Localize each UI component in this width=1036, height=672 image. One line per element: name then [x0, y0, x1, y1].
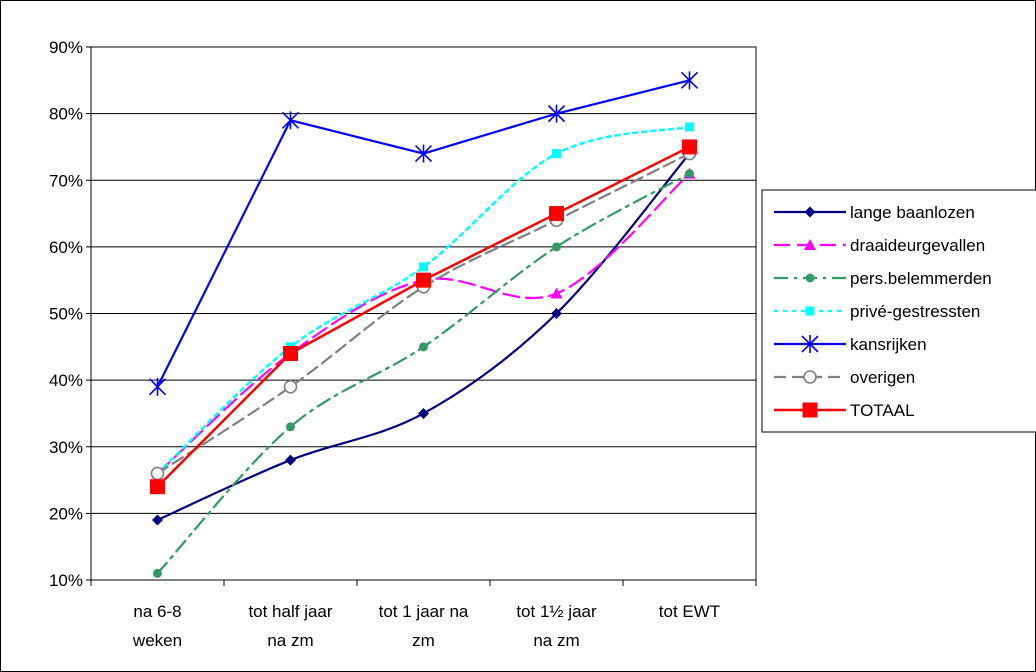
y-tick-label: 90%: [49, 38, 83, 57]
y-tick-label: 80%: [49, 105, 83, 124]
legend-label: pers.belemmerden: [850, 269, 992, 288]
legend-marker: [804, 206, 816, 218]
data-point: [547, 104, 566, 123]
x-tick-label: na 6-8: [133, 602, 181, 621]
legend-label: lange baanlozen: [850, 203, 975, 222]
data-point: [682, 139, 697, 155]
series-line: [156, 152, 691, 522]
data-point: [418, 407, 429, 419]
legend-marker: [802, 402, 818, 418]
series-6: [150, 139, 697, 495]
data-point: [552, 242, 561, 252]
data-point: [685, 122, 694, 132]
legend-label: overigen: [850, 368, 915, 387]
legend-label: kansrijken: [850, 335, 927, 354]
data-point: [419, 262, 428, 272]
data-point: [549, 206, 564, 222]
legend-label: TOTAAL: [850, 401, 915, 420]
data-point: [281, 111, 300, 130]
x-tick-label: na zm: [267, 631, 313, 650]
data-point: [416, 272, 431, 288]
data-point: [550, 287, 563, 299]
data-point: [286, 422, 295, 432]
y-tick-label: 60%: [49, 238, 83, 257]
y-tick-label: 50%: [49, 305, 83, 324]
legend-marker: [805, 273, 815, 283]
data-point: [152, 514, 163, 526]
data-point: [283, 345, 298, 361]
legend-label: draaideurgevallen: [850, 236, 985, 255]
data-point: [153, 568, 162, 578]
x-tick-label: tot EWT: [659, 602, 720, 621]
y-tick-label: 40%: [49, 371, 83, 390]
data-point: [150, 466, 165, 481]
series-layer: [148, 71, 699, 578]
y-axis: 10% 20% 30% 40% 50% 60% 70% 80% 90%: [49, 38, 91, 590]
legend-marker: [805, 306, 815, 316]
series-4: [148, 71, 699, 396]
data-point: [685, 169, 694, 179]
y-tick-label: 30%: [49, 438, 83, 457]
legend-item: draaideurgevallen: [774, 236, 985, 255]
legend-marker: [804, 239, 816, 250]
data-point: [150, 479, 165, 495]
y-tick-label: 10%: [49, 571, 83, 590]
y-tick-label: 70%: [49, 171, 83, 190]
x-tick-label: tot 1 jaar na: [379, 602, 469, 621]
data-point: [551, 308, 562, 319]
x-tick-label: tot half jaar: [248, 602, 332, 621]
data-point: [148, 377, 167, 396]
legend-marker: [803, 370, 817, 384]
x-tick-label: weken: [132, 631, 182, 650]
legend-label: privé-gestressten: [850, 302, 980, 321]
x-tick-label: na zm: [533, 631, 579, 650]
x-axis: na 6-8 weken tot half jaar na zm tot 1 jaar …: [90, 580, 757, 650]
series-2: [153, 169, 694, 578]
legend-item: privé-gestressten: [774, 302, 980, 321]
legend-item: overigen: [774, 368, 915, 387]
series-line: [156, 125, 691, 475]
legend-marker: [801, 335, 819, 353]
legend-item: lange baanlozen: [774, 203, 975, 222]
legend-item: kansrijken: [774, 335, 927, 354]
data-point: [283, 379, 298, 394]
data-point: [552, 149, 561, 159]
data-point: [419, 342, 428, 352]
data-point: [680, 71, 699, 90]
x-tick-label: zm: [412, 631, 435, 650]
y-tick-label: 20%: [49, 504, 83, 523]
data-point: [285, 454, 296, 466]
legend-item: pers.belemmerden: [774, 269, 992, 288]
data-point: [414, 144, 433, 163]
x-tick-label: tot 1½ jaar: [516, 602, 597, 621]
legend-item: TOTAAL: [774, 401, 915, 420]
legend: lange baanlozen draaideurgevallen pers.bel…: [761, 189, 1036, 433]
